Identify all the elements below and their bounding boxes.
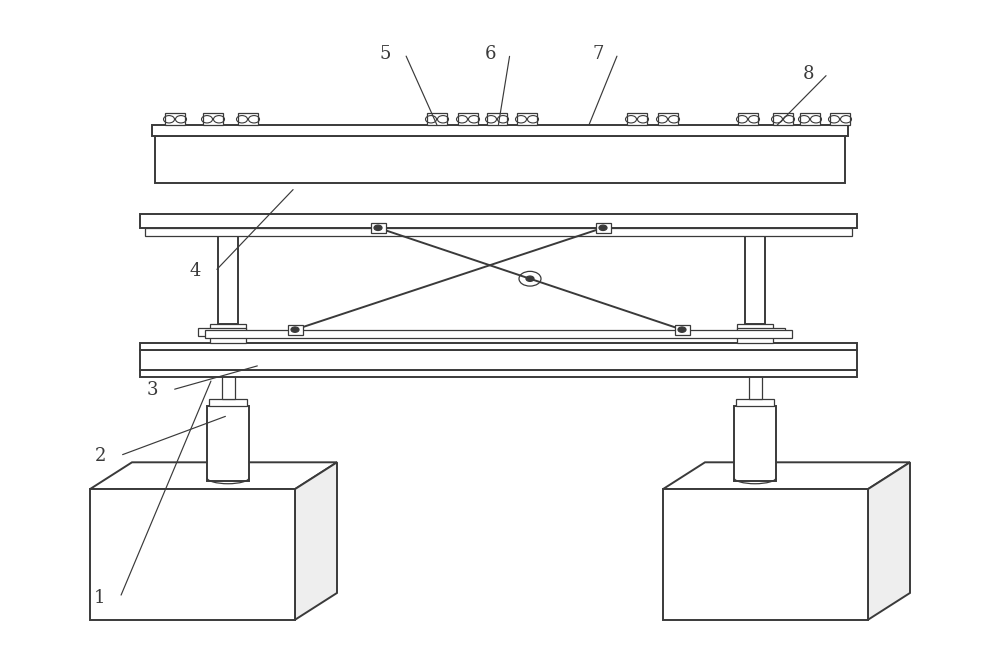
Bar	[370, 222, 386, 232]
Circle shape	[599, 225, 607, 230]
Bar	[596, 222, 610, 232]
Bar	[800, 113, 820, 125]
Text: 8: 8	[802, 65, 814, 82]
Bar	[210, 324, 246, 343]
Text: 5: 5	[379, 45, 391, 62]
Bar	[152, 125, 848, 136]
Bar	[736, 399, 774, 406]
Bar	[218, 226, 238, 324]
Bar	[218, 360, 238, 364]
Bar	[145, 228, 852, 236]
Bar	[773, 113, 793, 125]
Bar	[207, 406, 249, 481]
Text: 4: 4	[189, 263, 201, 280]
Bar	[198, 328, 246, 336]
Bar	[155, 136, 845, 183]
Polygon shape	[663, 462, 910, 489]
Circle shape	[526, 276, 534, 281]
Circle shape	[374, 225, 382, 230]
Bar	[140, 214, 857, 228]
Bar	[830, 113, 850, 125]
Bar	[745, 226, 765, 324]
Bar	[658, 113, 678, 125]
Bar	[627, 113, 647, 125]
Circle shape	[678, 327, 686, 332]
Bar	[140, 343, 857, 350]
Bar	[734, 406, 776, 481]
Bar	[748, 364, 762, 399]
Text: 6: 6	[484, 45, 496, 62]
Bar	[737, 324, 773, 343]
Text: 1: 1	[94, 589, 106, 606]
Bar	[458, 113, 478, 125]
Text: 3: 3	[146, 381, 158, 399]
Text: 2: 2	[94, 447, 106, 464]
Bar	[90, 489, 295, 620]
Bar	[675, 324, 690, 334]
Polygon shape	[90, 462, 337, 489]
Circle shape	[291, 327, 299, 332]
Polygon shape	[868, 462, 910, 620]
Bar	[222, 364, 234, 399]
Bar	[663, 489, 868, 620]
Text: 7: 7	[592, 45, 604, 62]
Polygon shape	[295, 462, 337, 620]
Bar	[203, 113, 223, 125]
Bar	[288, 324, 302, 334]
Bar	[737, 328, 785, 336]
Bar	[487, 113, 507, 125]
Bar	[140, 370, 857, 377]
Bar	[205, 330, 792, 338]
Bar	[517, 113, 537, 125]
Bar	[209, 399, 247, 406]
Bar	[165, 113, 185, 125]
Bar	[738, 113, 758, 125]
Bar	[746, 360, 765, 364]
Bar	[140, 350, 857, 370]
Bar	[238, 113, 258, 125]
Bar	[427, 113, 447, 125]
